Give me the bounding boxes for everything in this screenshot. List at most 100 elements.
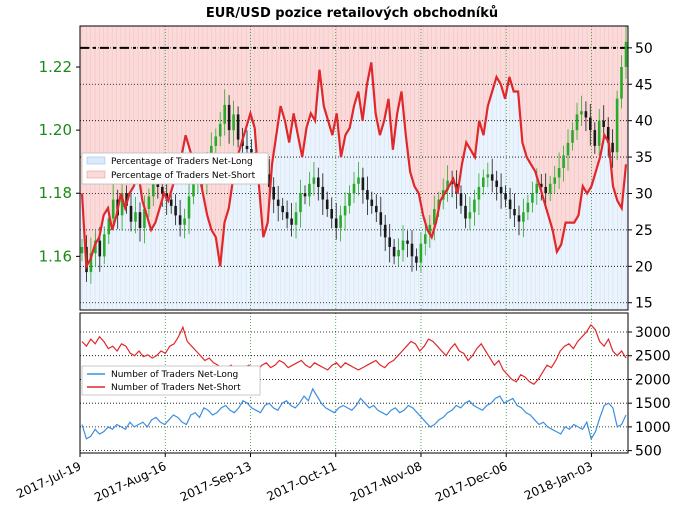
candle-body: [245, 145, 249, 150]
net-long-count-line: [81, 387, 627, 441]
candle-body: [464, 205, 467, 219]
tick-label-right: 25: [635, 223, 653, 239]
candle-body: [285, 212, 289, 219]
bottom-right-axis: 500 1000 1500 2000 2500 3000: [628, 325, 671, 460]
candle-body: [98, 240, 102, 257]
tick-label-right: 3000: [635, 325, 671, 341]
candle-body: [312, 177, 316, 184]
candle-body: [522, 212, 525, 222]
tick-label-right: 30: [635, 186, 653, 202]
tick-label-right: 1000: [635, 420, 671, 436]
candle-body: [477, 186, 481, 200]
candle-body: [268, 174, 271, 187]
candle-body: [419, 243, 423, 263]
candle-body: [370, 199, 374, 206]
tick-label-x: 2017-Nov-08: [348, 459, 424, 504]
candle-body: [517, 215, 521, 222]
tick-label-right: 15: [635, 296, 653, 312]
candle-body: [236, 114, 240, 140]
legend-label-net-short: Percentage of Traders Net-Short: [111, 171, 256, 181]
bottom-panel-frame: [79, 312, 629, 454]
candle-body: [504, 193, 507, 200]
legend-label-count-long: Number of Traders Net-Long: [111, 370, 238, 380]
tick-label-left: 1.16: [39, 247, 72, 265]
candle-body: [406, 240, 409, 244]
candle-body: [544, 186, 547, 194]
tick-label-right: 40: [635, 114, 653, 130]
candle-body: [80, 246, 84, 254]
candle-body: [410, 243, 414, 257]
candle-body: [553, 177, 556, 184]
candle-body: [589, 117, 592, 131]
candle-body: [593, 130, 597, 146]
candle-body: [120, 193, 124, 216]
candle-body: [433, 209, 436, 225]
tick-label-x: 2017-Aug-16: [92, 459, 168, 505]
bottom-legend-box: [81, 365, 261, 396]
candle-body: [446, 180, 449, 191]
candle-body: [308, 183, 311, 197]
candle-body: [357, 177, 360, 184]
candle-body: [325, 199, 329, 210]
candle-body: [272, 186, 275, 200]
candle-body: [388, 237, 391, 247]
candle-body: [468, 212, 472, 219]
candle-body: [290, 218, 293, 225]
candle-body: [89, 253, 93, 273]
candle-body: [330, 209, 333, 219]
candle-body: [161, 186, 164, 194]
candle-body: [580, 111, 583, 115]
candle-body: [178, 215, 182, 225]
candle-body: [192, 183, 195, 197]
candle-body: [294, 212, 298, 225]
tick-label-right: 2000: [635, 372, 671, 388]
top-legend: Percentage of Traders Net-Long Percentag…: [81, 152, 269, 185]
tick-label-right: 50: [635, 41, 653, 57]
candle-body: [428, 224, 432, 235]
candle-body: [334, 218, 338, 228]
candle-body: [584, 111, 588, 118]
candle-body: [526, 202, 530, 213]
candle-body: [606, 127, 610, 143]
candle-body: [250, 149, 253, 153]
candle-body: [499, 186, 503, 194]
candle-body: [138, 212, 142, 228]
legend-swatch-net-long: [86, 156, 106, 165]
candle-body: [548, 183, 552, 194]
legend-swatch-net-short: [86, 170, 106, 179]
candle-body: [317, 177, 320, 187]
candle-body: [575, 114, 579, 131]
candle-body: [379, 212, 383, 225]
candle-body: [174, 205, 177, 216]
candle-body: [624, 41, 628, 67]
net-short-percentage-line: [80, 62, 628, 270]
tick-label-x: 2017-Oct-11: [265, 459, 339, 504]
candle-body: [107, 218, 111, 235]
candle-body: [343, 205, 347, 216]
tick-label-x: 2017-Dec-06: [433, 459, 509, 505]
candle-body: [486, 174, 490, 178]
tick-label-x: 2017-Sep-13: [178, 459, 254, 504]
candle-body: [473, 199, 476, 213]
candle-body: [276, 199, 280, 206]
candle-body: [562, 155, 565, 168]
candle-body: [531, 193, 534, 203]
tick-label-right: 45: [635, 77, 653, 93]
candle-body: [366, 190, 369, 200]
tick-label-right: 2500: [635, 349, 671, 365]
tick-label-right: 35: [635, 150, 653, 166]
chart-title: EUR/USD pozice retailových obchodníků: [206, 6, 498, 21]
candle-body: [513, 209, 516, 216]
tick-label-x: 2018-Jan-03: [522, 459, 595, 503]
candle-body: [557, 168, 561, 178]
candle-body: [303, 193, 307, 197]
top-left-price-axis: 1.16 1.18 1.20 1.22: [39, 58, 80, 265]
candle-body: [597, 120, 601, 146]
candle-body: [183, 218, 186, 225]
candle-body: [540, 183, 543, 187]
candle-body: [232, 114, 235, 131]
candle-body: [415, 256, 418, 263]
top-panel-frame: [79, 25, 629, 311]
net-short-count-line: [81, 323, 627, 385]
